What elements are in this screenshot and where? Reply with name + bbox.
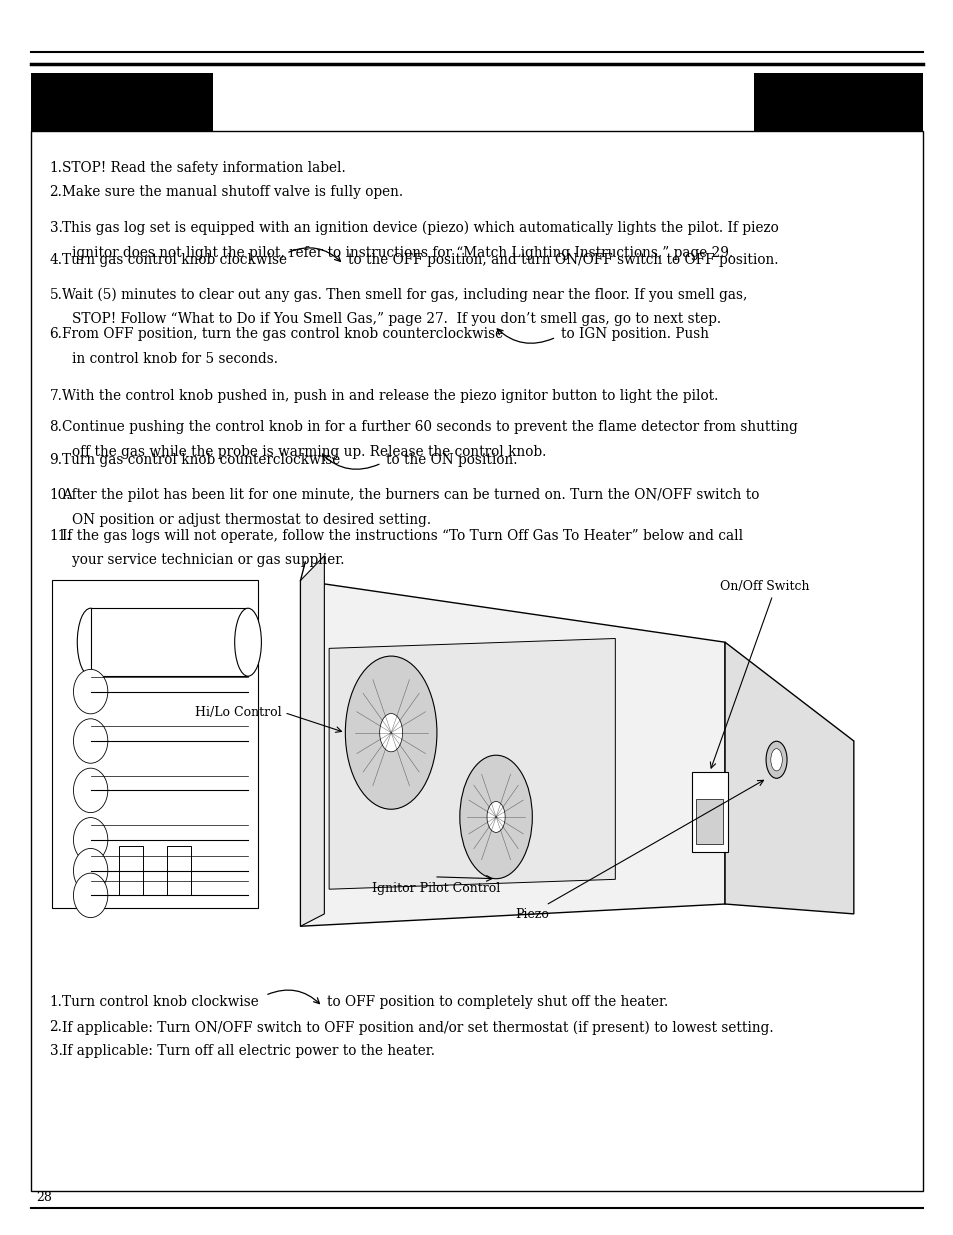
Text: If the gas logs will not operate, follow the instructions “To Turn Off Gas To He: If the gas logs will not operate, follow…: [62, 529, 742, 542]
Polygon shape: [300, 556, 324, 926]
Text: Ignitor Pilot Control: Ignitor Pilot Control: [372, 882, 499, 895]
Text: 4.: 4.: [50, 253, 63, 267]
Bar: [753, 73, 922, 132]
Polygon shape: [329, 638, 615, 889]
Bar: [691, 772, 727, 852]
Text: Turn control knob clockwise: Turn control knob clockwise: [62, 995, 258, 1009]
Ellipse shape: [487, 802, 505, 832]
Ellipse shape: [459, 755, 532, 879]
Circle shape: [73, 848, 108, 893]
Text: Wait (5) minutes to clear out any gas. Then smell for gas, including near the fl: Wait (5) minutes to clear out any gas. T…: [62, 288, 746, 303]
Text: to IGN position. Push: to IGN position. Push: [560, 327, 708, 341]
Text: 3.: 3.: [50, 221, 62, 235]
Text: to OFF position to completely shut off the heater.: to OFF position to completely shut off t…: [327, 995, 668, 1009]
Polygon shape: [300, 580, 724, 926]
Bar: [31, 131, 923, 1191]
Text: ON position or adjust thermostat to desired setting.: ON position or adjust thermostat to desi…: [71, 513, 430, 526]
Text: If applicable: Turn ON/OFF switch to OFF position and/or set thermostat (if pres: If applicable: Turn ON/OFF switch to OFF…: [62, 1020, 773, 1035]
Ellipse shape: [77, 608, 104, 676]
Circle shape: [73, 669, 108, 714]
Ellipse shape: [765, 741, 786, 778]
Text: your service technician or gas supplier.: your service technician or gas supplier.: [71, 553, 344, 567]
Ellipse shape: [345, 656, 436, 809]
Text: 28: 28: [36, 1191, 52, 1204]
Text: 2.: 2.: [50, 1020, 62, 1034]
Circle shape: [73, 873, 108, 918]
Text: With the control knob pushed in, push in and release the piezo ignitor button to: With the control knob pushed in, push in…: [62, 389, 718, 403]
Text: 9.: 9.: [50, 453, 63, 467]
Circle shape: [73, 818, 108, 862]
Text: 6.: 6.: [50, 327, 62, 341]
Ellipse shape: [770, 748, 781, 771]
Text: After the pilot has been lit for one minutе, the burners can be turned on. Turn : After the pilot has been lit for one min…: [62, 488, 759, 501]
Polygon shape: [724, 642, 853, 914]
Text: to the ON position.: to the ON position.: [386, 453, 517, 467]
Text: ignitor does not light the pilot, refer to instructions for “Match Lighting Inst: ignitor does not light the pilot, refer …: [71, 246, 732, 259]
Text: off the gas while the probe is warming up. Release the control knob.: off the gas while the probe is warming u…: [71, 445, 545, 458]
Text: 8.: 8.: [50, 420, 62, 433]
Text: 1.: 1.: [50, 161, 62, 174]
FancyBboxPatch shape: [91, 608, 248, 676]
Text: 1.: 1.: [50, 995, 62, 1009]
Text: STOP! Read the safety information label.: STOP! Read the safety information label.: [62, 161, 345, 174]
Text: 11.: 11.: [50, 529, 71, 542]
Text: On/Off Switch: On/Off Switch: [720, 579, 809, 593]
Text: to the OFF position, and turn ON/OFF switch to OFF position.: to the OFF position, and turn ON/OFF swi…: [348, 253, 778, 267]
Text: 2.: 2.: [50, 185, 62, 199]
Text: From OFF position, turn the gas control knob counterclockwise: From OFF position, turn the gas control …: [62, 327, 502, 341]
Text: This gas log set is equipped with an ignition device (piezo) which automatically: This gas log set is equipped with an ign…: [62, 221, 778, 236]
Text: 7.: 7.: [50, 389, 62, 403]
Text: Piezo: Piezo: [515, 908, 549, 921]
Text: 3.: 3.: [50, 1044, 62, 1057]
Bar: [696, 799, 722, 844]
Text: 10.: 10.: [50, 488, 71, 501]
Text: Hi/Lo Control: Hi/Lo Control: [194, 706, 281, 719]
Text: STOP! Follow “What to Do if You Smell Gas,” page 27.  If you don’t smell gas, go: STOP! Follow “What to Do if You Smell Ga…: [71, 312, 720, 326]
Bar: [52, 580, 257, 908]
Text: Turn gas control knob counterclockwise: Turn gas control knob counterclockwise: [62, 453, 340, 467]
Text: Make sure the manual shutoff valve is fully open.: Make sure the manual shutoff valve is fu…: [62, 185, 403, 199]
Ellipse shape: [234, 608, 261, 676]
Text: If applicable: Turn off all electric power to the heater.: If applicable: Turn off all electric pow…: [62, 1044, 435, 1057]
Text: Turn gas control knob clockwise: Turn gas control knob clockwise: [62, 253, 287, 267]
Text: in control knob for 5 seconds.: in control knob for 5 seconds.: [71, 352, 277, 366]
Circle shape: [73, 768, 108, 813]
Bar: [31, 73, 213, 132]
Text: 5.: 5.: [50, 288, 62, 301]
FancyBboxPatch shape: [167, 846, 191, 895]
Circle shape: [73, 719, 108, 763]
Text: Continue pushing the control knob in for a further 60 seconds to prevent the fla: Continue pushing the control knob in for…: [62, 420, 797, 433]
Ellipse shape: [379, 714, 402, 752]
FancyBboxPatch shape: [119, 846, 143, 895]
